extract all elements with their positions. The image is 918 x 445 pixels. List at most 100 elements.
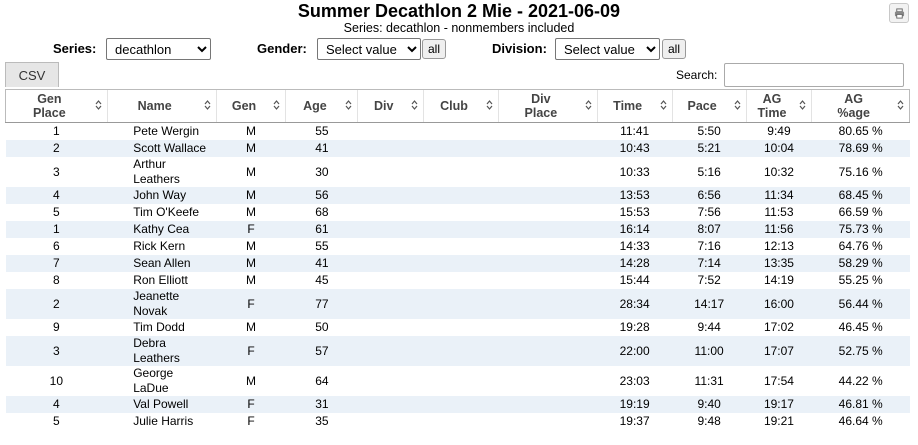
cell-gen-place: 3: [5, 336, 108, 366]
table-header-row: Gen Place Name Gen Age Div Club Div Place Time Pac…: [5, 89, 910, 123]
sort-arrows-icon[interactable]: [411, 99, 418, 111]
print-button[interactable]: [889, 3, 909, 23]
table-row: 4 Val Powell F 31 19:19 9:40 19:17 46.81 %: [5, 396, 910, 413]
table-row: 10 George LaDue M 64 23:03 11:31 17:54 44.22 %: [5, 366, 910, 396]
cell-club: [423, 272, 499, 289]
cell-name: Tim O'Keefe: [107, 204, 217, 221]
cell-age: 31: [285, 396, 358, 413]
column-header-label: Place: [524, 106, 558, 120]
column-header-gen-place[interactable]: Gen Place: [5, 89, 108, 123]
column-header-label: Pace: [687, 99, 717, 113]
column-header-age[interactable]: Age: [285, 89, 358, 123]
cell-gen: F: [216, 221, 286, 238]
column-header-label: Div: [373, 99, 394, 113]
column-header-ag-time[interactable]: AG Time: [745, 89, 812, 123]
cell-div-place: [498, 187, 598, 204]
column-header-gen[interactable]: Gen: [215, 89, 286, 123]
cell-div-place: [498, 204, 598, 221]
cell-ag-time: 17:07: [746, 336, 812, 366]
cell-club: [423, 140, 499, 157]
division-select[interactable]: Select value: [555, 38, 660, 60]
column-header-pace[interactable]: Pace: [671, 89, 747, 123]
cell-gen-place: 1: [5, 221, 108, 238]
cell-pace: 11:31: [672, 366, 747, 396]
series-select[interactable]: decathlon: [106, 38, 211, 60]
cell-gen-place: 1: [5, 122, 108, 140]
runner-name: Arthur: [133, 157, 166, 171]
column-header-ag-pct[interactable]: AG %age: [811, 89, 910, 123]
sort-arrows-icon[interactable]: [799, 99, 806, 111]
results-table: Gen Place Name Gen Age Div Club Div Place Time Pac…: [5, 89, 910, 430]
column-header-time[interactable]: Time: [596, 89, 673, 123]
sort-arrows-icon[interactable]: [345, 99, 352, 111]
cell-div: [357, 157, 424, 187]
column-header-label: Club: [440, 99, 468, 113]
cell-ag-pct: 55.25 %: [811, 272, 910, 289]
cell-pace: 9:40: [672, 396, 747, 413]
cell-ag-pct: 46.81 %: [811, 396, 910, 413]
gender-all-button[interactable]: all: [422, 39, 447, 59]
table-body: 1 Pete Wergin M 55 11:41 5:50 9:49 80.65 % 2 Scot…: [5, 122, 910, 430]
column-header-name[interactable]: Name: [106, 89, 217, 123]
cell-age: 41: [285, 255, 358, 272]
column-header-div[interactable]: Div: [357, 89, 424, 123]
cell-div: [357, 336, 424, 366]
column-header-label: Age: [303, 99, 327, 113]
cell-age: 55: [285, 238, 358, 255]
gender-select[interactable]: Select value: [317, 38, 421, 60]
cell-age: 61: [285, 221, 358, 238]
cell-gen: M: [216, 204, 286, 221]
runner-name: Julie Harris: [133, 414, 194, 428]
sort-arrows-icon[interactable]: [734, 99, 741, 111]
cell-club: [423, 187, 499, 204]
table-row: 8 Ron Elliott M 45 15:44 7:52 14:19 55.25 %: [5, 272, 910, 289]
cell-ag-time: 17:02: [746, 319, 812, 336]
sort-arrows-icon[interactable]: [95, 99, 102, 111]
cell-club: [423, 221, 499, 238]
cell-name: Pete Wergin: [107, 122, 217, 140]
sort-arrows-icon[interactable]: [273, 99, 280, 111]
cell-ag-pct: 44.22 %: [811, 366, 910, 396]
table-row: 2 Scott Wallace M 41 10:43 5:21 10:04 78.69 %: [5, 140, 910, 157]
cell-ag-time: 19:17: [746, 396, 812, 413]
sort-arrows-icon[interactable]: [204, 99, 211, 111]
cell-age: 50: [285, 319, 358, 336]
cell-div: [357, 187, 424, 204]
cell-ag-pct: 75.73 %: [811, 221, 910, 238]
column-header-div-place[interactable]: Div Place: [498, 89, 598, 123]
sort-arrows-icon[interactable]: [486, 99, 493, 111]
sort-arrows-icon[interactable]: [897, 99, 904, 111]
cell-ag-time: 10:04: [746, 140, 812, 157]
cell-div-place: [498, 413, 598, 430]
cell-ag-pct: 56.44 %: [811, 289, 910, 319]
cell-div-place: [498, 272, 598, 289]
csv-button[interactable]: CSV: [5, 62, 59, 87]
runner-name: Pete Wergin: [133, 124, 199, 138]
cell-div-place: [498, 336, 598, 366]
sort-arrows-icon[interactable]: [585, 99, 592, 111]
cell-club: [423, 204, 499, 221]
column-header-club[interactable]: Club: [423, 89, 499, 123]
cell-div: [357, 272, 424, 289]
cell-club: [423, 122, 499, 140]
sort-arrows-icon[interactable]: [660, 99, 667, 111]
cell-ag-time: 10:32: [746, 157, 812, 187]
cell-name: Sean Allen: [107, 255, 217, 272]
runner-name: Sean Allen: [133, 256, 191, 270]
division-all-button[interactable]: all: [662, 39, 687, 59]
cell-time: 14:33: [597, 238, 673, 255]
cell-pace: 5:16: [672, 157, 747, 187]
cell-gen: F: [216, 289, 286, 319]
cell-ag-pct: 46.45 %: [811, 319, 910, 336]
cell-name: Ron Elliott: [107, 272, 217, 289]
cell-gen: M: [216, 140, 286, 157]
cell-ag-pct: 46.64 %: [811, 413, 910, 430]
cell-name: Val Powell: [107, 396, 217, 413]
cell-time: 15:53: [597, 204, 673, 221]
search-input[interactable]: [724, 63, 904, 87]
cell-name: Tim Dodd: [107, 319, 217, 336]
table-row: 1 Pete Wergin M 55 11:41 5:50 9:49 80.65 %: [5, 122, 910, 140]
cell-div-place: [498, 140, 598, 157]
cell-div-place: [498, 396, 598, 413]
series-label: Series:: [53, 41, 97, 56]
